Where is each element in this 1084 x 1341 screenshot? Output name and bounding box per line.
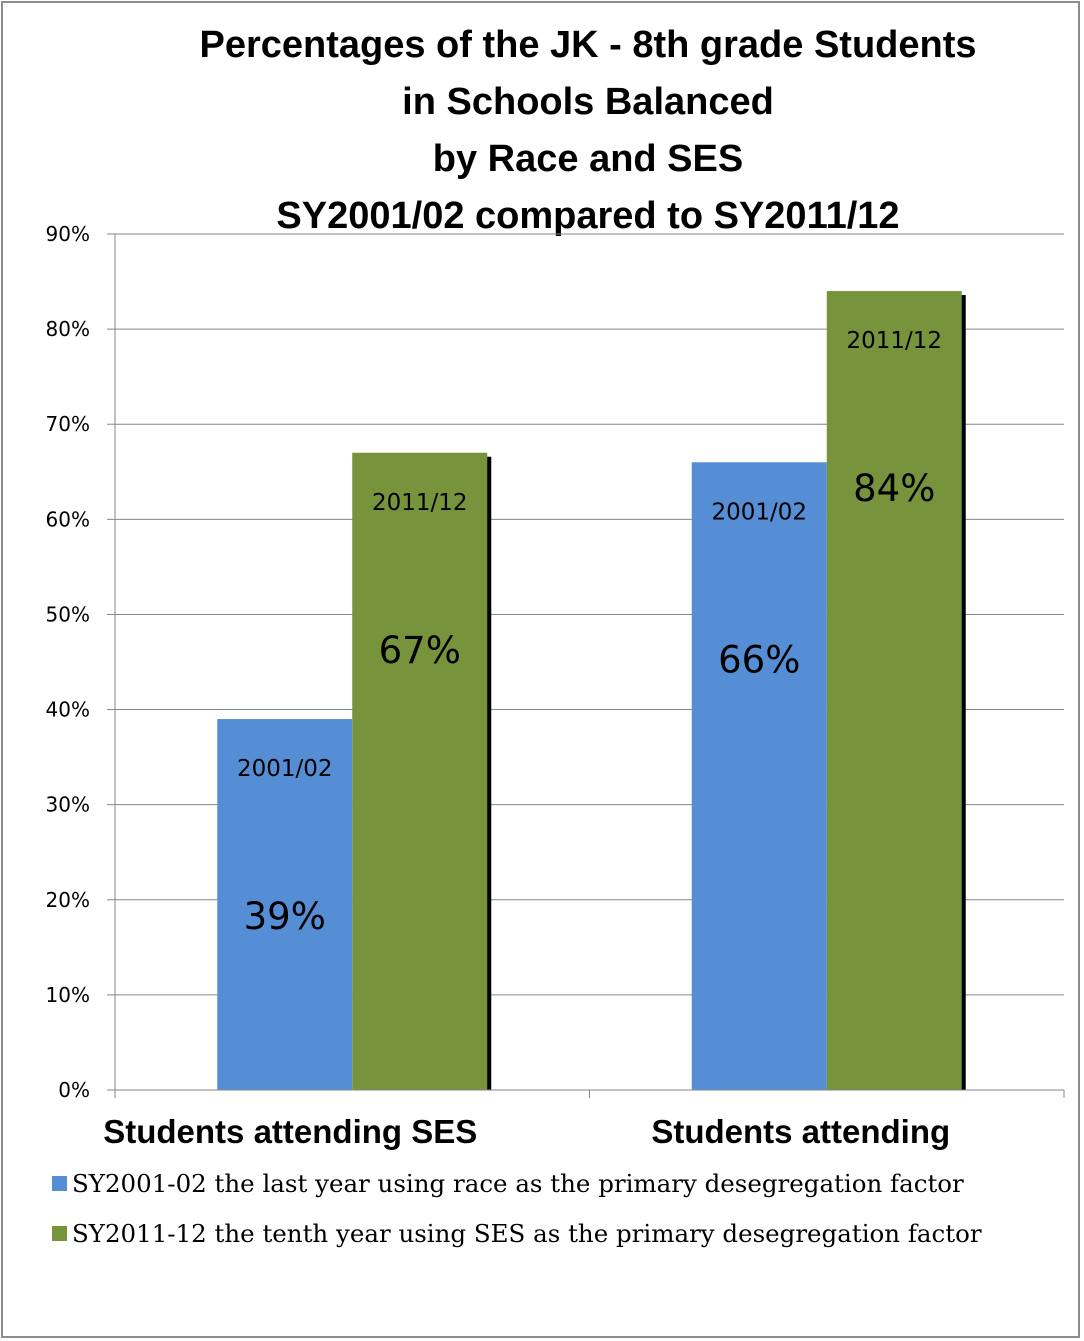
y-tick-label: 40% xyxy=(46,698,90,722)
bar xyxy=(217,719,353,1090)
bar-year-label: 2001/02 xyxy=(711,499,807,525)
data-labels: 2001/02 39% 2011/12 67% 2001/02 66% 2011/12 84% xyxy=(237,328,942,938)
y-tick-label: 70% xyxy=(46,412,90,436)
bar-value-label: 67% xyxy=(379,629,461,672)
legend: SY2001-02 the last year using race as th… xyxy=(52,1158,982,1258)
category-labels: Students attending SESbalanced schoolsSt… xyxy=(103,1113,950,1150)
bar xyxy=(691,462,827,1090)
category-label: Students attending xyxy=(651,1113,950,1150)
bars xyxy=(217,291,966,1091)
y-tick-label: 90% xyxy=(46,222,90,246)
y-tick-label: 60% xyxy=(46,507,90,531)
bar-value-label: 39% xyxy=(244,895,326,938)
title-line-1: Percentages of the JK - 8th grade Studen… xyxy=(199,24,976,66)
bar-value-label: 66% xyxy=(718,638,800,681)
bar xyxy=(826,291,962,1091)
bar-chart: Percentages of the JK - 8th grade Studen… xyxy=(46,24,1065,1150)
legend-swatch xyxy=(52,1225,67,1241)
legend-item: SY2001-02 the last year using race as th… xyxy=(52,1158,982,1208)
axes xyxy=(114,234,1065,1098)
y-tick-label: 30% xyxy=(46,793,90,817)
legend-label: SY2001-02 the last year using race as th… xyxy=(72,1168,964,1198)
bar-year-label: 2011/12 xyxy=(372,490,468,516)
y-tick-label: 10% xyxy=(46,983,90,1007)
legend-label: SY2011-12 the tenth year using SES as th… xyxy=(72,1218,982,1248)
legend-item: SY2011-12 the tenth year using SES as th… xyxy=(52,1208,982,1258)
y-tick-labels: 0% 10% 20% 30% 40% 50% 60% 70% 80% 90% xyxy=(46,222,90,1102)
bar-year-label: 2011/12 xyxy=(846,328,942,354)
title-line-2: in Schools Balanced xyxy=(402,81,774,123)
legend-swatch xyxy=(52,1175,67,1191)
title-line-3: by Race and SES xyxy=(433,138,743,180)
category-label: Students attending SES xyxy=(103,1113,477,1150)
bar-year-label: 2001/02 xyxy=(237,756,333,782)
y-tick-label: 50% xyxy=(46,602,90,626)
y-tick-label: 20% xyxy=(46,888,90,912)
bar xyxy=(352,452,488,1090)
y-tick-label: 0% xyxy=(58,1078,90,1102)
title-line-4: SY2001/02 compared to SY2011/12 xyxy=(276,195,899,237)
chart-title: Percentages of the JK - 8th grade Studen… xyxy=(199,24,976,237)
y-tick-label: 80% xyxy=(46,317,90,341)
bar-value-label: 84% xyxy=(853,467,935,510)
